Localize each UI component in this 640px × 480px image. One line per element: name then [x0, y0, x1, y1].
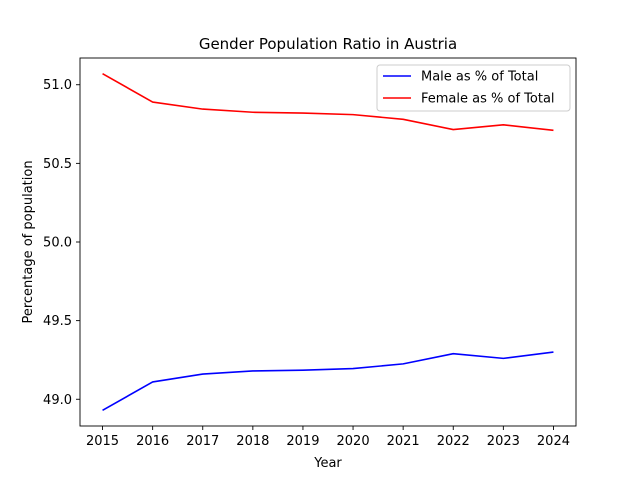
- x-tick-label: 2019: [286, 434, 319, 449]
- y-axis-title: Percentage of population: [21, 160, 36, 323]
- series-line-1: [102, 73, 554, 132]
- series-line-0: [102, 351, 554, 411]
- legend-label-0: Male as % of Total: [421, 70, 538, 85]
- x-tick-label: 2024: [537, 434, 570, 449]
- y-tick-label: 49.0: [43, 393, 72, 408]
- y-tick-label: 50.0: [43, 236, 72, 251]
- y-tick-label: 50.5: [43, 157, 72, 172]
- x-tick-label: 2023: [487, 434, 520, 449]
- x-tick-label: 2017: [186, 434, 219, 449]
- chart-title: Gender Population Ratio in Austria: [199, 35, 457, 53]
- plot-area: 2015 2016 2017 2018 2019 2020 2021 2022 2023 2024…: [43, 57, 577, 449]
- y-tick-label: 49.5: [43, 314, 72, 329]
- x-tick-label: 2021: [387, 434, 420, 449]
- x-tick-label: 2020: [337, 434, 370, 449]
- legend: Male as % of Total Female as % of Total: [376, 64, 571, 112]
- x-tick-label: 2022: [437, 434, 470, 449]
- x-tick-label: 2015: [86, 434, 119, 449]
- x-axis-title: Year: [313, 456, 342, 471]
- legend-box: [376, 64, 571, 112]
- y-tick-label: 51.0: [43, 78, 72, 93]
- x-tick-label: 2016: [136, 434, 169, 449]
- x-tick-label: 2018: [236, 434, 269, 449]
- legend-label-1: Female as % of Total: [421, 92, 555, 107]
